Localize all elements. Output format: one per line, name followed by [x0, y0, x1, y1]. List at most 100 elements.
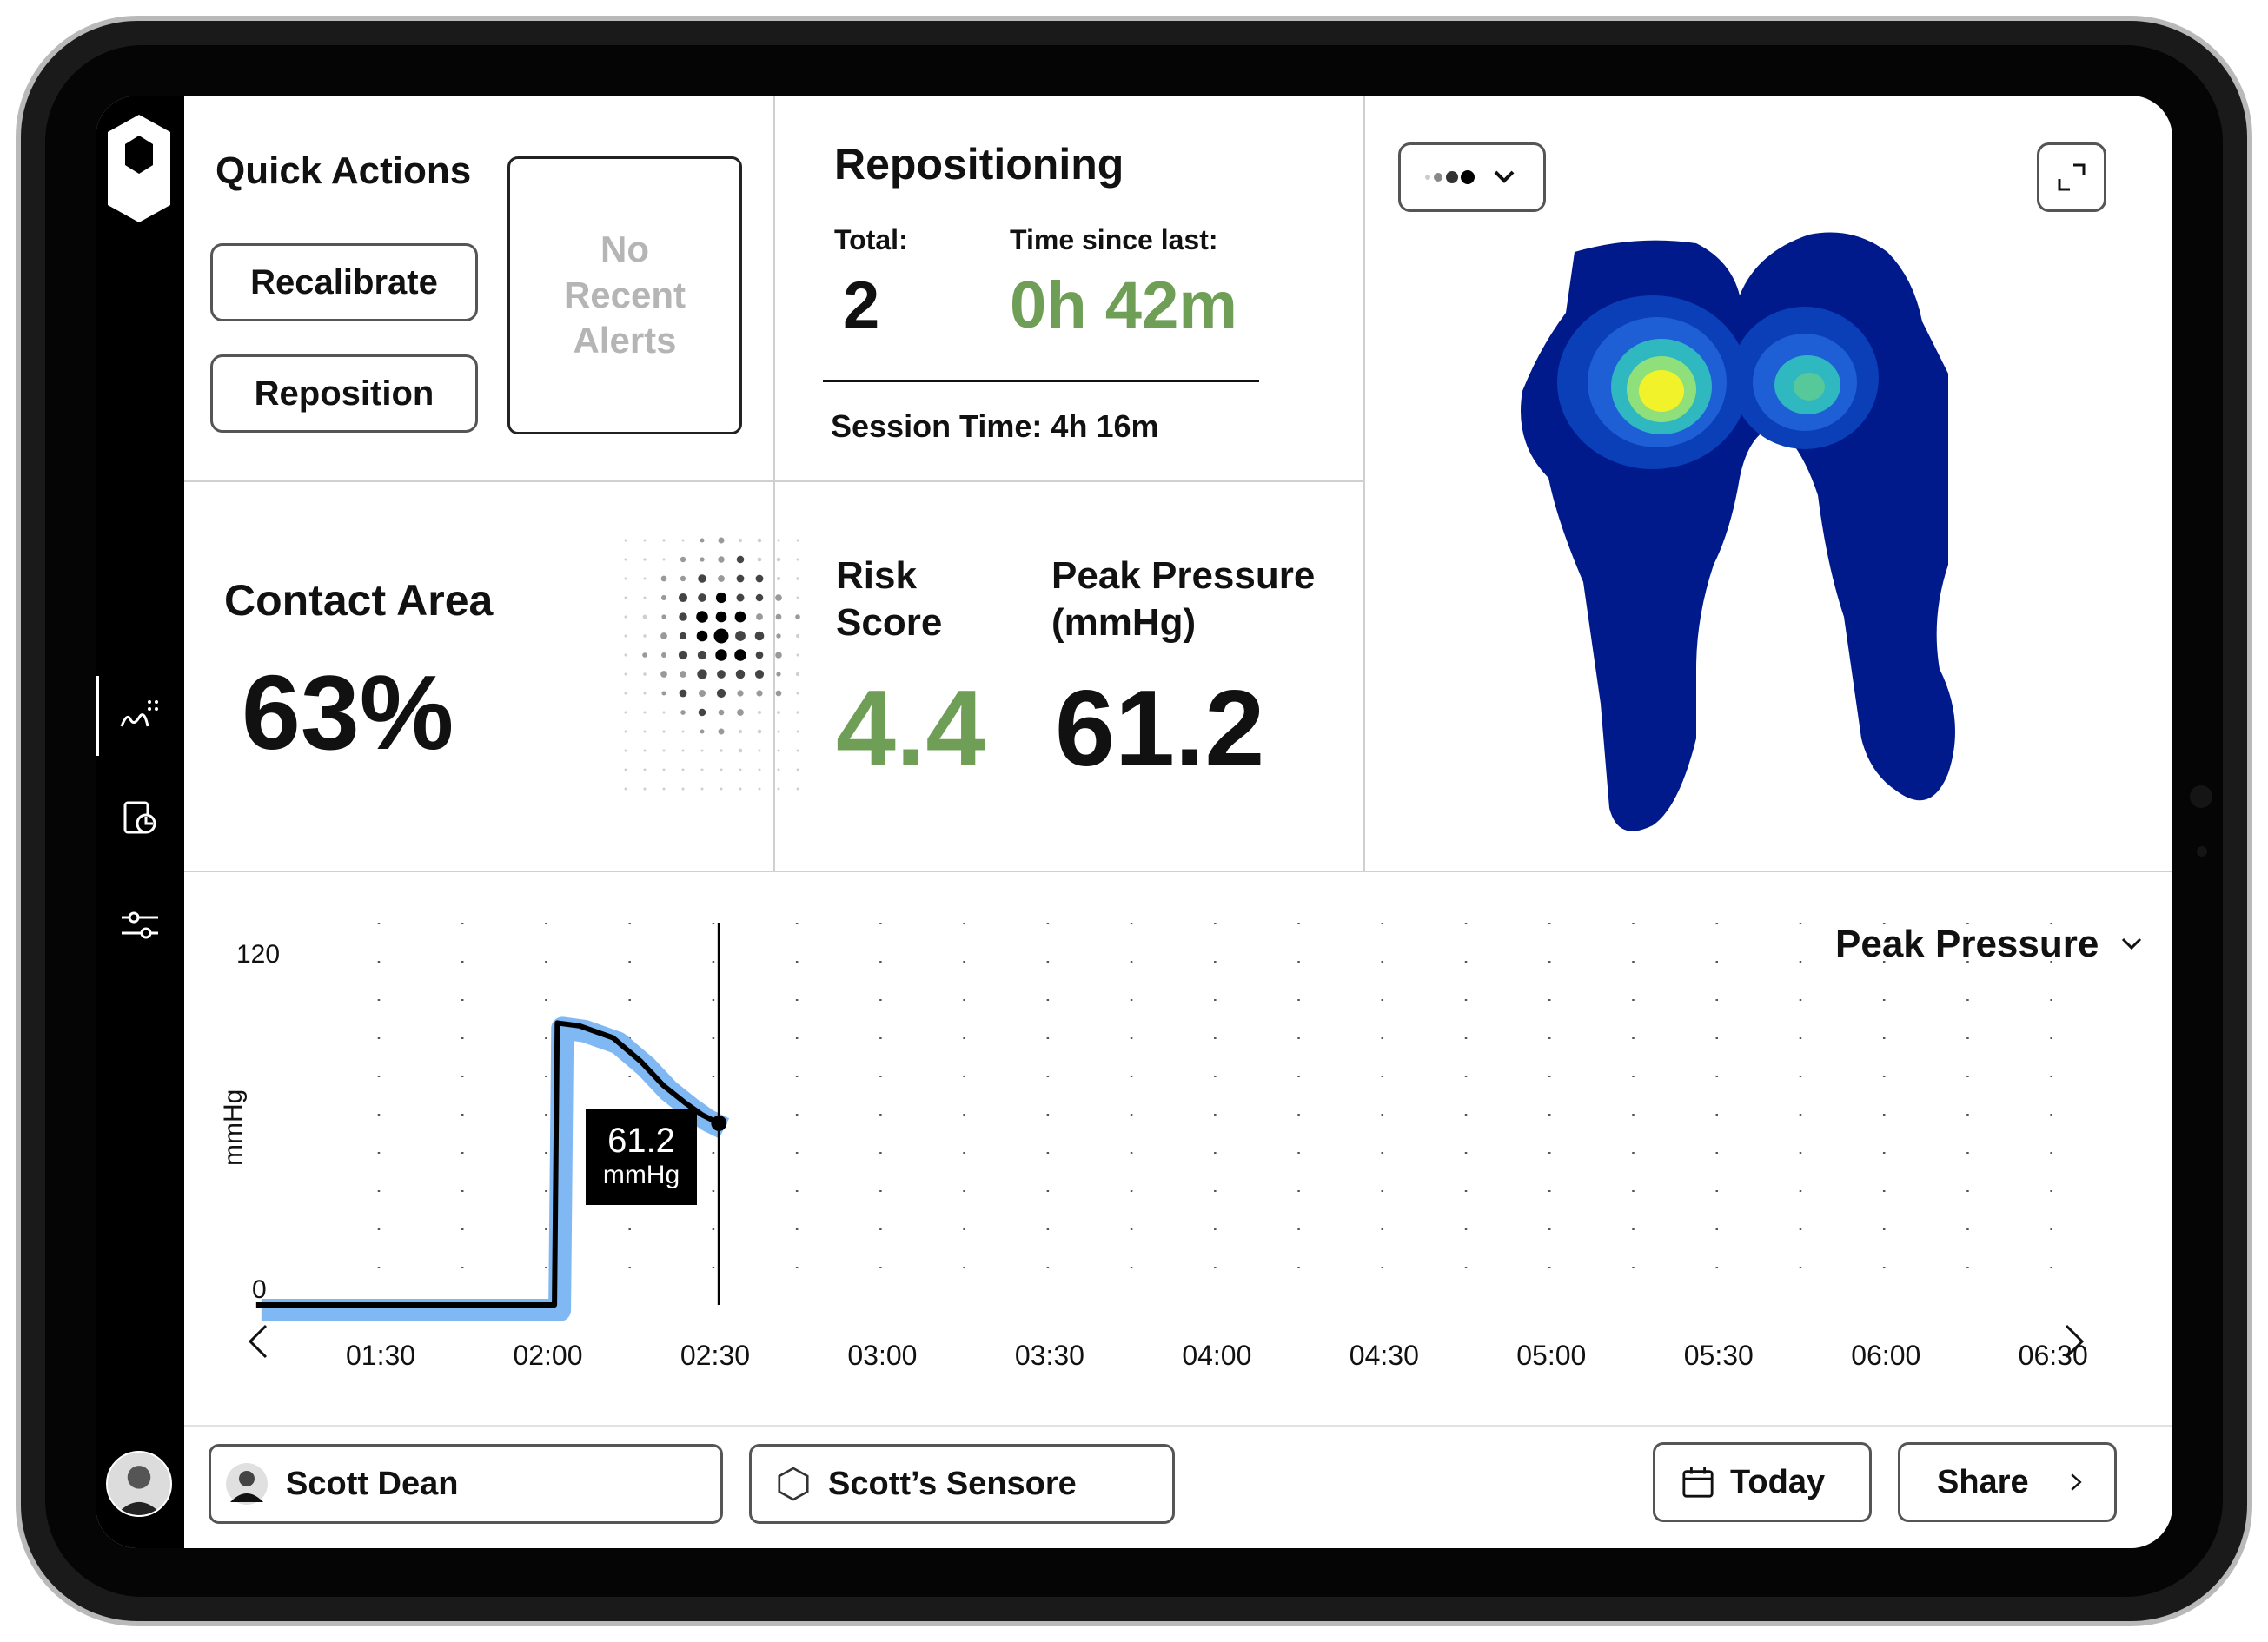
- contact-dot: [720, 768, 723, 771]
- contact-dot: [796, 711, 799, 714]
- contact-dot: [624, 692, 627, 695]
- chart-next-arrow-icon[interactable]: [2061, 1322, 2087, 1361]
- contact-dot: [681, 539, 685, 542]
- chart-point[interactable]: [711, 1115, 727, 1131]
- dots-chevron-down-icon: [1425, 170, 1515, 184]
- recalibrate-button[interactable]: Recalibrate: [210, 243, 478, 321]
- nav-report-icon[interactable]: [118, 798, 162, 841]
- contact-dot: [698, 574, 706, 583]
- risk-score-value: 4.4: [836, 669, 986, 789]
- date-picker-button[interactable]: Today: [1653, 1442, 1872, 1522]
- metric-selector-dropdown[interactable]: Peak Pressure: [1835, 923, 2142, 966]
- contact-dot: [777, 749, 780, 752]
- chart-prev-arrow-icon[interactable]: [245, 1322, 271, 1361]
- contact-dot: [681, 749, 685, 752]
- repositioning-title: Repositioning: [834, 140, 1124, 189]
- contact-dot: [737, 690, 744, 697]
- contact-dot: [660, 632, 667, 639]
- contact-dot: [754, 669, 765, 679]
- contact-dot: [624, 539, 627, 542]
- contact-dot: [679, 612, 687, 621]
- x-tick-label: 04:00: [1182, 1340, 1252, 1371]
- contact-dot: [624, 653, 627, 657]
- contact-dot: [718, 575, 725, 582]
- contact-dot: [700, 787, 704, 791]
- contact-dot: [681, 787, 685, 791]
- nav-settings-sliders-icon[interactable]: [118, 904, 162, 947]
- contact-dot: [776, 576, 781, 581]
- contact-dot: [642, 652, 647, 658]
- contact-dot: [738, 538, 743, 543]
- contact-dot: [699, 690, 706, 697]
- contact-dot: [776, 633, 781, 639]
- contact-dot: [679, 689, 687, 698]
- expand-button[interactable]: [2037, 142, 2106, 212]
- contact-dot: [775, 613, 782, 620]
- contact-dot: [777, 539, 780, 542]
- camera-lens: [2197, 846, 2207, 857]
- contact-dot-matrix-icon: [624, 537, 800, 791]
- no-alerts-text: No Recent Alerts: [563, 228, 686, 361]
- patient-selector[interactable]: Scott Dean: [209, 1444, 723, 1524]
- reposition-button[interactable]: Reposition: [210, 354, 478, 433]
- contact-dot: [662, 558, 666, 561]
- series-line: [255, 1020, 720, 1308]
- contact-dot: [734, 611, 746, 623]
- view-mode-dropdown[interactable]: [1398, 142, 1546, 212]
- hexagon-logo-icon: [108, 115, 170, 222]
- contact-dot: [796, 653, 799, 657]
- total-label: Total:: [834, 224, 908, 255]
- contact-dot: [624, 577, 627, 580]
- contact-dot: [642, 614, 647, 619]
- contact-dot: [624, 749, 627, 752]
- tooltip-unit: mmHg: [602, 1161, 680, 1189]
- contact-dot: [662, 749, 666, 752]
- contact-dot: [775, 652, 782, 659]
- contact-dot: [643, 692, 647, 695]
- contact-dot: [643, 730, 647, 733]
- risk-label-line2: Score: [836, 600, 943, 644]
- quick-actions-title: Quick Actions: [216, 149, 472, 192]
- sensor-selector[interactable]: Scott’s Sensore: [749, 1444, 1175, 1524]
- share-button[interactable]: Share: [1898, 1442, 2117, 1522]
- contact-dot: [643, 711, 647, 714]
- nav-waveform-icon[interactable]: [118, 693, 162, 737]
- contact-dot: [713, 628, 729, 644]
- chevron-down-icon: [2122, 937, 2142, 950]
- chevron-right-icon: [2071, 1473, 2082, 1491]
- user-avatar[interactable]: [106, 1451, 172, 1517]
- contact-dot: [718, 728, 725, 735]
- contact-dot: [757, 729, 762, 734]
- contact-dot: [700, 557, 705, 562]
- peak-label-line2: (mmHg): [1051, 600, 1197, 644]
- contact-dot: [643, 672, 647, 676]
- contact-dot: [720, 749, 723, 752]
- x-tick-label: 05:00: [1516, 1340, 1587, 1371]
- user-portrait-icon: [108, 1453, 170, 1515]
- patient-name: Scott Dean: [286, 1465, 459, 1502]
- contact-dot: [775, 594, 782, 601]
- contact-dot: [715, 611, 727, 623]
- contact-dot: [755, 651, 764, 659]
- nav-active-indicator: [96, 676, 99, 756]
- contact-dot: [754, 631, 765, 641]
- pressure-chart-svg: [255, 923, 2052, 1321]
- contact-dot: [624, 730, 627, 733]
- contact-dot: [624, 558, 627, 561]
- contact-dot: [700, 538, 705, 543]
- contact-dot: [735, 631, 746, 641]
- contact-dot: [796, 558, 799, 561]
- contact-dot: [796, 692, 799, 695]
- contact-dot: [755, 593, 764, 602]
- contact-dot: [737, 709, 744, 716]
- risk-score-label: Risk Score: [836, 553, 942, 646]
- contact-dot: [796, 768, 799, 771]
- contact-dot: [718, 556, 725, 563]
- x-tick-label: 03:30: [1014, 1340, 1084, 1371]
- contact-dot: [678, 593, 688, 603]
- x-tick-label: 04:30: [1349, 1340, 1419, 1371]
- contact-dot: [739, 768, 742, 771]
- chart-series: [255, 923, 730, 1321]
- contact-dot: [796, 787, 799, 791]
- y-tick-min: 0: [252, 1275, 267, 1304]
